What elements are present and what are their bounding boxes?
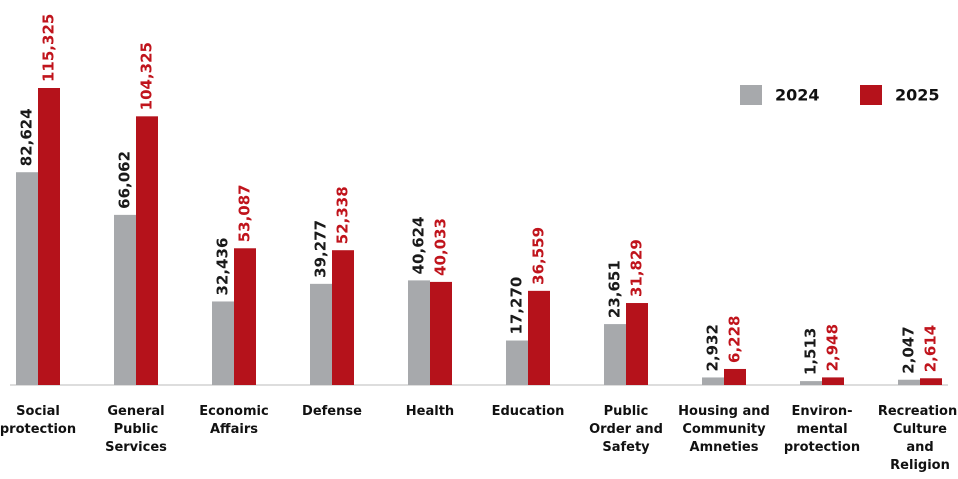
- bar: [136, 116, 158, 385]
- value-label: 17,270: [508, 277, 526, 335]
- x-tick-label: Education: [492, 404, 565, 419]
- value-label: 66,062: [116, 151, 134, 209]
- bar: [528, 290, 550, 385]
- bar: [800, 381, 822, 385]
- x-tick-label: Culture: [893, 422, 947, 437]
- x-tick-label: Affairs: [210, 422, 258, 437]
- bar: [16, 172, 38, 385]
- x-tick-label: and: [906, 440, 933, 455]
- bar: [212, 301, 234, 385]
- legend-label: 2025: [895, 86, 940, 105]
- value-label: 53,087: [236, 184, 254, 242]
- value-label: 115,325: [40, 14, 58, 82]
- bar: [898, 379, 920, 385]
- x-tick-label: Recreation,: [878, 404, 958, 419]
- value-label: 6,228: [726, 316, 744, 363]
- bar: [920, 378, 942, 385]
- x-tick-label: General: [107, 404, 164, 419]
- value-label: 40,033: [432, 218, 450, 276]
- x-tick-label: Defense: [302, 404, 362, 419]
- x-tick-label: Religion: [890, 458, 950, 473]
- legend-swatch: [860, 85, 882, 105]
- value-label: 40,624: [410, 216, 428, 274]
- value-label: 23,651: [606, 260, 624, 318]
- value-label: 2,047: [900, 326, 918, 373]
- bar: [506, 340, 528, 385]
- value-label: 52,338: [334, 186, 352, 244]
- value-label: 1,513: [802, 328, 820, 375]
- value-label: 31,829: [628, 239, 646, 297]
- bar: [332, 250, 354, 385]
- x-tick-label: protection: [0, 422, 76, 437]
- bar: [604, 324, 626, 385]
- x-tick-label: Environ-: [791, 404, 852, 419]
- bar: [626, 303, 648, 385]
- x-tick-label: Housing and: [678, 404, 770, 419]
- x-tick-label: mental: [796, 422, 847, 437]
- value-label: 2,932: [704, 324, 722, 371]
- x-tick-label: Social: [16, 404, 60, 419]
- value-label: 32,436: [214, 238, 232, 296]
- value-label: 2,614: [922, 325, 940, 372]
- legend-label: 2024: [775, 86, 820, 105]
- bar: [430, 281, 452, 385]
- bar: [408, 280, 430, 385]
- x-tick-label: Community: [682, 422, 766, 437]
- x-tick-label: Health: [406, 404, 454, 419]
- x-tick-label: Safety: [602, 440, 650, 455]
- bar: [114, 214, 136, 385]
- value-label: 104,325: [138, 42, 156, 110]
- bar: [310, 283, 332, 385]
- legend-swatch: [740, 85, 762, 105]
- x-tick-label: Economic: [199, 404, 268, 419]
- x-tick-label: Order and: [589, 422, 663, 437]
- x-tick-label: protection: [784, 440, 860, 455]
- value-label: 2,948: [824, 324, 842, 371]
- bar: [38, 88, 60, 385]
- bar: [234, 248, 256, 385]
- x-tick-label: Public: [114, 422, 159, 437]
- x-tick-label: Services: [105, 440, 167, 455]
- x-tick-label: Public: [604, 404, 649, 419]
- x-tick-label: Amneties: [690, 440, 759, 455]
- value-label: 36,559: [530, 227, 548, 285]
- bar: [702, 377, 724, 385]
- value-label: 82,624: [18, 108, 36, 166]
- value-label: 39,277: [312, 220, 330, 278]
- bar: [724, 368, 746, 385]
- bar: [822, 377, 844, 385]
